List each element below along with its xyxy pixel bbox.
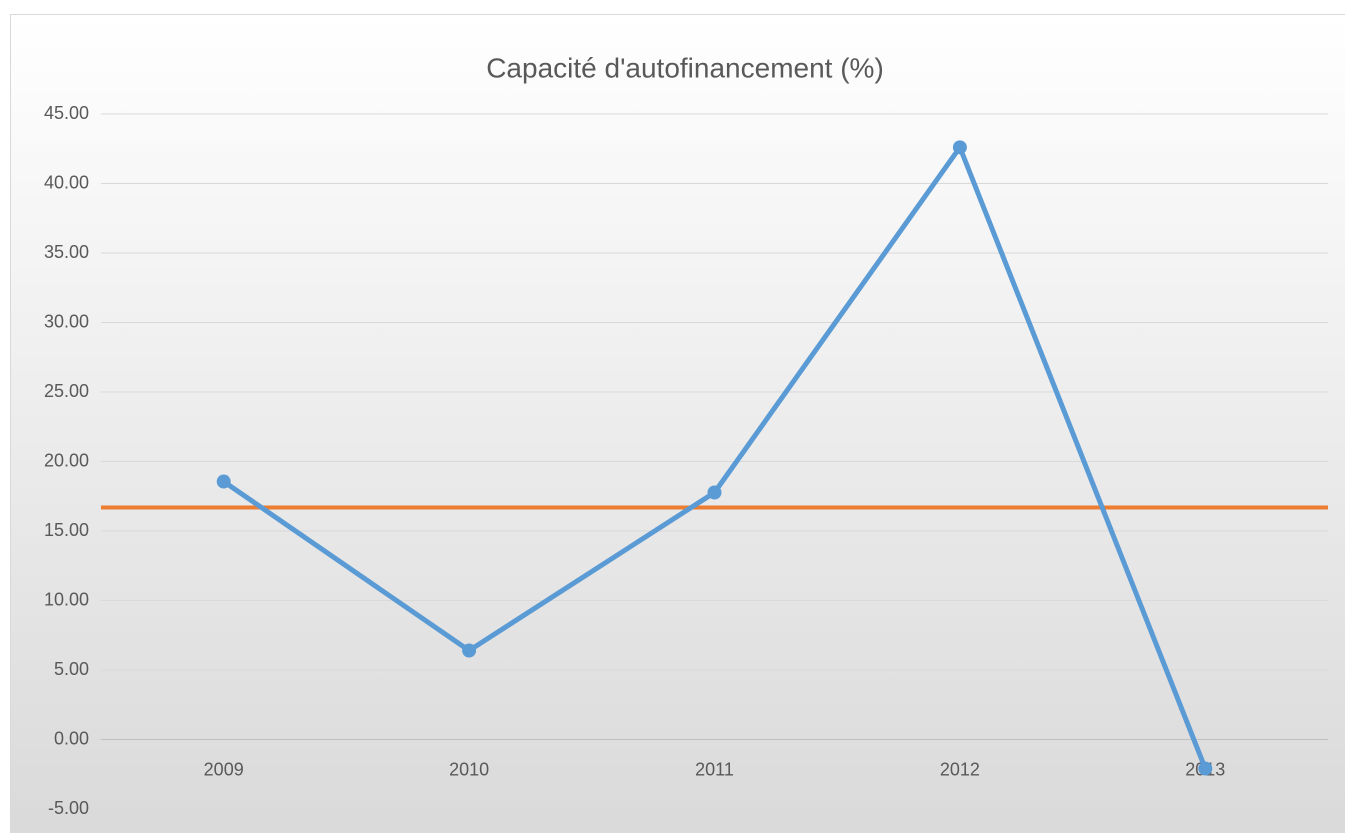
- y-tick-label: 5.00: [54, 659, 89, 679]
- y-tick-label: 15.00: [44, 520, 89, 540]
- x-tick-label: 2009: [204, 759, 244, 779]
- data-point: [462, 643, 477, 658]
- x-tick-label: 2010: [449, 759, 489, 779]
- y-tick-label: 40.00: [44, 172, 89, 192]
- y-tick-label: 35.00: [44, 242, 89, 262]
- y-tick-label: 30.00: [44, 311, 89, 331]
- x-tick-label: 2011: [695, 759, 734, 779]
- y-tick-label: 25.00: [44, 381, 89, 401]
- chart-title: Capacité d'autofinancement (%): [486, 52, 884, 83]
- data-point: [952, 140, 967, 155]
- data-point: [707, 485, 722, 500]
- y-tick-label: 45.00: [44, 103, 89, 123]
- chart-background: [10, 14, 1345, 833]
- y-tick-label: -5.00: [48, 798, 89, 818]
- y-tick-label: 0.00: [54, 728, 89, 748]
- y-tick-label: 10.00: [44, 589, 89, 609]
- data-point: [216, 474, 231, 489]
- y-tick-label: 20.00: [44, 450, 89, 470]
- x-tick-label: 2012: [940, 759, 980, 779]
- data-point: [1198, 761, 1213, 776]
